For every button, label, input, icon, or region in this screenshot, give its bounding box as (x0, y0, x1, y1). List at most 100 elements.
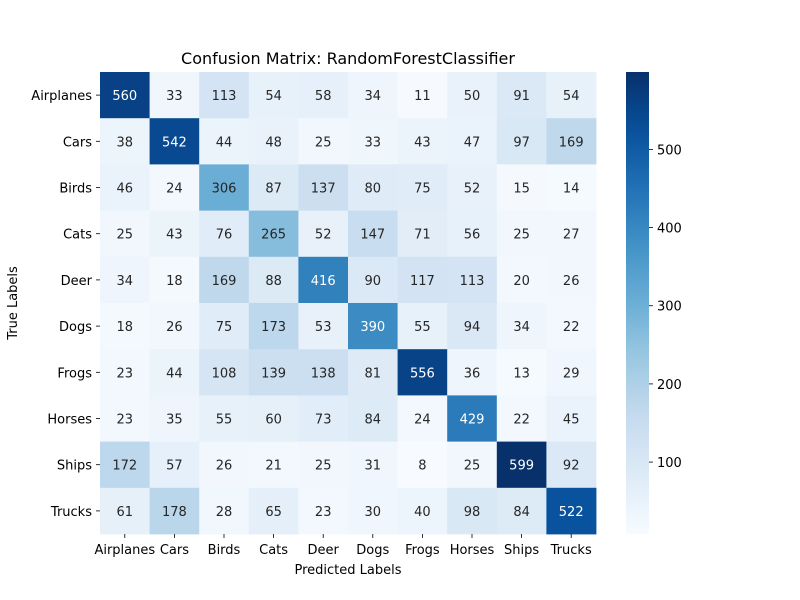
heatmap-cell (149, 487, 200, 535)
heatmap-cell (199, 303, 250, 350)
heatmap-cell (100, 395, 150, 442)
colorbar-tick-label: 400 (657, 222, 682, 237)
cell-value-label: 75 (414, 182, 431, 197)
y-tick-label: Dogs (59, 320, 92, 335)
heatmap-cell (496, 72, 547, 119)
y-axis-label: True Labels (6, 266, 21, 341)
y-tick-label: Airplanes (31, 89, 92, 104)
cell-value-label: 60 (265, 413, 282, 428)
heatmap-cell (546, 395, 597, 442)
cell-value-label: 38 (117, 135, 134, 150)
heatmap-cell (248, 441, 299, 489)
cell-value-label: 56 (464, 228, 481, 243)
cell-value-label: 137 (311, 182, 336, 197)
cell-value-label: 54 (265, 89, 282, 104)
heatmap-cell (546, 349, 597, 396)
heatmap-cell (447, 349, 498, 396)
x-tick-label: Birds (208, 543, 241, 558)
heatmap-cell (348, 164, 398, 211)
heatmap-cell (447, 303, 498, 350)
cell-value-label: 76 (216, 228, 233, 243)
cell-value-label: 390 (360, 320, 385, 335)
y-tick-label: Birds (59, 182, 92, 197)
heatmap-cell (298, 210, 349, 258)
heatmap-cell (447, 210, 498, 258)
cell-value-label: 87 (265, 182, 282, 197)
cell-value-label: 36 (464, 366, 481, 381)
heatmap-cell (348, 349, 398, 396)
cell-value-label: 429 (460, 413, 485, 428)
cell-value-label: 556 (410, 366, 435, 381)
cell-value-label: 34 (365, 89, 382, 104)
y-axis-ticks: Airplanes Cars Birds Cats Deer Dogs Frogs Horse… (31, 89, 100, 520)
y-tick-label: Cars (63, 135, 92, 150)
heatmap-cell (397, 210, 448, 258)
heatmap-cell (397, 164, 448, 211)
y-tick-label: Deer (61, 274, 93, 289)
heatmap-cell (149, 210, 200, 258)
y-tick-label: Frogs (57, 366, 92, 381)
colorbar-gradient (626, 72, 649, 534)
heatmap-cell (397, 395, 448, 442)
cell-value-label: 88 (265, 274, 282, 289)
heatmap-cell (149, 72, 200, 119)
cell-value-label: 113 (212, 89, 237, 104)
cell-value-label: 46 (117, 182, 134, 197)
cell-value-label: 15 (513, 182, 530, 197)
cell-value-label: 18 (166, 274, 183, 289)
x-axis-ticks: Airplanes Cars Birds Cats Deer Dogs Frogs Horse… (94, 534, 592, 558)
cell-value-label: 73 (315, 413, 332, 428)
cell-value-label: 22 (513, 413, 530, 428)
heatmap-cell (149, 441, 200, 489)
cell-value-label: 50 (464, 89, 481, 104)
heatmap-cell (248, 164, 299, 211)
x-tick-label: Horses (450, 543, 495, 558)
heatmap-cell (298, 72, 349, 119)
heatmap-cell (199, 395, 250, 442)
y-tick-label: Ships (57, 459, 92, 474)
cell-value-label: 26 (563, 274, 580, 289)
colorbar-tick-label: 100 (657, 456, 682, 471)
heatmap-cell (199, 441, 250, 489)
cell-value-label: 91 (513, 89, 530, 104)
heatmap-cell (149, 395, 200, 442)
heatmap-cell (447, 487, 498, 535)
cell-value-label: 173 (261, 320, 286, 335)
heatmap-cell (546, 256, 597, 304)
cell-value-label: 92 (563, 459, 580, 474)
heatmap-cell (496, 349, 547, 396)
cell-value-label: 13 (513, 366, 530, 381)
x-tick-label: Cats (259, 543, 288, 558)
heatmap-cell (199, 72, 250, 119)
heatmap-cell (546, 441, 597, 489)
heatmap-cell (100, 441, 150, 489)
heatmap-cell (298, 487, 349, 535)
cell-value-label: 139 (261, 366, 286, 381)
cell-value-label: 48 (265, 135, 282, 150)
cell-value-label: 23 (117, 366, 134, 381)
heatmap-cell (248, 210, 299, 258)
heatmap-cell (199, 210, 250, 258)
cell-value-label: 33 (365, 135, 382, 150)
heatmap-cell (100, 210, 150, 258)
cell-value-label: 43 (414, 135, 431, 150)
cell-value-label: 61 (117, 505, 134, 520)
cell-value-label: 599 (509, 459, 534, 474)
cell-value-label: 24 (414, 413, 431, 428)
cell-value-label: 11 (414, 89, 431, 104)
cell-value-label: 33 (166, 89, 183, 104)
heatmap-cell (298, 349, 349, 396)
heatmap-cell (348, 118, 398, 165)
heatmap-cell (149, 303, 200, 350)
cell-value-label: 14 (563, 182, 580, 197)
heatmap-cell (348, 395, 398, 442)
cell-value-label: 169 (559, 135, 584, 150)
cell-value-label: 22 (563, 320, 580, 335)
cell-value-label: 47 (464, 135, 481, 150)
cell-value-label: 52 (315, 228, 332, 243)
cell-value-label: 138 (311, 366, 336, 381)
cell-value-label: 25 (117, 228, 134, 243)
y-tick-label: Cats (63, 228, 92, 243)
cell-value-label: 24 (166, 182, 183, 197)
heatmap-cell (248, 487, 299, 535)
